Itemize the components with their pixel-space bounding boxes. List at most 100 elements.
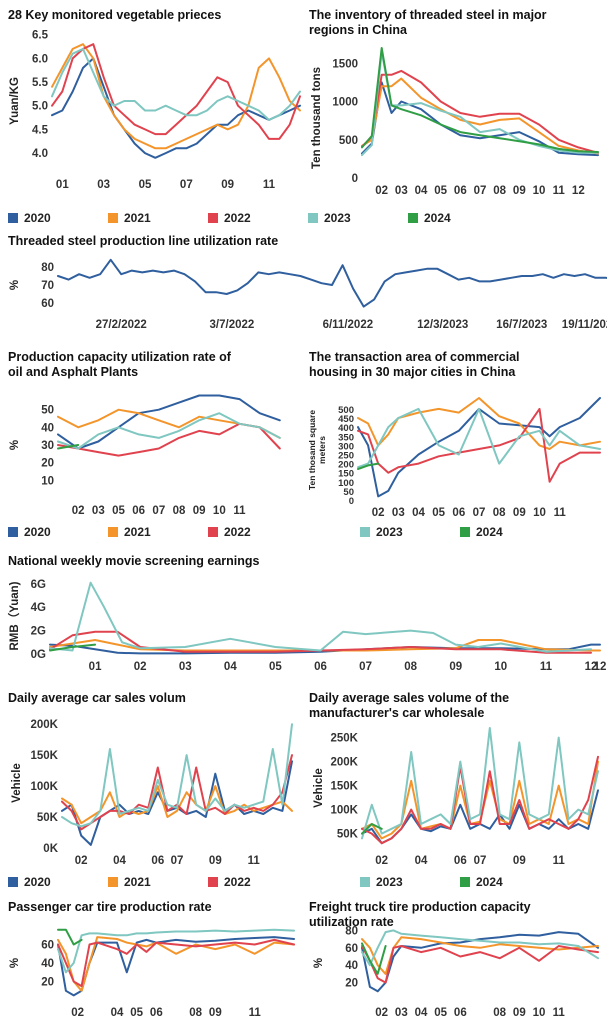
x-tick-label: 11 — [233, 505, 246, 517]
x-tick-label: 27/2/2022 — [96, 319, 147, 331]
x-tick-label: 09 — [513, 507, 526, 519]
legend-label: 2024 — [424, 211, 451, 225]
chart-asphalt: Production capacity utilization rate of o… — [8, 350, 281, 517]
legend-swatch-2020 — [8, 877, 18, 887]
y-tick-label: 50K — [37, 812, 59, 824]
x-tick-label: 09 — [513, 185, 526, 197]
y-axis-label: % — [9, 280, 21, 290]
x-tick-label: 07 — [473, 507, 486, 519]
series-line-2021 — [357, 397, 601, 450]
y-tick-label: 4G — [31, 602, 46, 614]
x-tick-label: 01 — [89, 661, 102, 673]
chart-utilization: Threaded steel production line utilizati… — [8, 234, 607, 331]
series-line-2023 — [361, 50, 599, 157]
y-tick-label: 500 — [339, 135, 358, 147]
x-tick-label: 03 — [179, 661, 192, 673]
chart-passenger_tire: Passenger car tire production rate% 20 40 6… — [8, 900, 295, 1019]
series-line-2022 — [361, 69, 599, 154]
legend-label: 2020 — [24, 211, 51, 225]
y-tick-label: 40 — [41, 958, 54, 970]
series-line-2023 — [57, 412, 281, 450]
x-tick-label: 01 — [56, 179, 69, 191]
series-line-2020 — [357, 397, 601, 498]
x-tick-label: 19/11/2023 — [562, 319, 607, 331]
series-line-2020 — [57, 258, 607, 308]
y-tick-label: 50 — [41, 405, 54, 417]
chart-truck_tire: Freight truck tire production capacity ut… — [309, 900, 599, 1019]
y-tick-label: 50 — [343, 487, 354, 498]
y-tick-label: 1500 — [332, 58, 358, 70]
series-line-2022 — [57, 938, 295, 988]
chart-movie: National weekly movie screening earnings… — [7, 554, 606, 673]
x-tick-label: 11 — [249, 1007, 262, 1019]
y-tick-label: 0G — [31, 649, 46, 661]
y-tick-label: 200 — [338, 460, 354, 471]
x-tick-label: 02 — [375, 1007, 388, 1019]
series-line-2023 — [51, 47, 301, 121]
y-tick-label: 250K — [331, 733, 359, 745]
y-tick-label: 100K — [331, 805, 359, 817]
y-tick-label: 500 — [338, 405, 354, 416]
y-axis-label: % — [313, 958, 325, 968]
legend-label: 2022 — [224, 525, 251, 539]
legend-swatch-2024 — [408, 213, 418, 223]
x-tick-label: 05 — [269, 661, 282, 673]
series-line-2024 — [357, 462, 380, 470]
series-line-2024 — [361, 47, 599, 153]
x-tick-label: 09 — [449, 661, 462, 673]
series-line-2021 — [51, 43, 301, 150]
x-tick-label: 11 — [553, 1007, 566, 1019]
x-tick-label: 06 — [151, 855, 164, 867]
legend-swatch-2023 — [308, 213, 318, 223]
legend-label: 2020 — [24, 525, 51, 539]
x-tick-label: 06 — [132, 505, 145, 517]
chart-housing: The transaction area of commercial housin… — [307, 350, 601, 519]
chart-title: The inventory of threaded steel in major… — [309, 8, 547, 37]
x-tick-label: 12 — [594, 661, 607, 673]
series-line-2020 — [57, 394, 281, 450]
x-tick-label: 08 — [493, 1007, 506, 1019]
series-line-2023 — [357, 407, 601, 469]
x-tick-label: 04 — [415, 185, 428, 197]
x-tick-label: 12 — [585, 661, 598, 673]
x-tick-label: 11 — [263, 179, 276, 191]
y-tick-label: 300 — [338, 441, 354, 452]
x-tick-label: 09 — [193, 505, 206, 517]
y-tick-label: 150K — [31, 750, 59, 762]
y-axis-label: Ten thousand tons — [311, 67, 323, 169]
x-tick-label: 3/7/2022 — [210, 319, 255, 331]
y-tick-label: 5.0 — [32, 101, 48, 113]
y-tick-label: 450 — [338, 414, 354, 425]
x-tick-label: 03 — [395, 185, 408, 197]
series-line-2023 — [361, 929, 599, 967]
series-line-2020 — [361, 931, 599, 993]
legend-row: 2023 2024 — [360, 875, 503, 889]
x-tick-label: 11 — [553, 855, 566, 867]
x-tick-label: 02 — [372, 507, 385, 519]
series-line-2021 — [57, 936, 295, 992]
y-tick-label: 80 — [345, 925, 358, 937]
legend-swatch-2020 — [8, 213, 18, 223]
x-tick-label: 06 — [454, 855, 467, 867]
y-tick-label: 100K — [31, 781, 59, 793]
legend-row: 2020 2021 2022 — [8, 875, 251, 889]
legend-label: 2023 — [324, 211, 351, 225]
y-tick-label: 20 — [41, 458, 54, 470]
y-axis-label: RMB（Yuan) — [7, 581, 21, 650]
y-tick-label: 50K — [337, 829, 359, 841]
x-tick-label: 02 — [375, 185, 388, 197]
x-tick-label: 06 — [454, 1007, 467, 1019]
x-tick-label: 07 — [180, 179, 193, 191]
legend-label: 2020 — [24, 875, 51, 889]
chart-title: Threaded steel production line utilizati… — [8, 234, 278, 248]
y-tick-label: 10 — [41, 475, 54, 487]
x-tick-label: 05 — [434, 185, 447, 197]
x-tick-label: 05 — [434, 1007, 447, 1019]
y-tick-label: 40 — [41, 422, 54, 434]
series-line-2024 — [361, 942, 387, 975]
x-tick-label: 06 — [452, 507, 465, 519]
y-tick-label: 60 — [41, 298, 54, 310]
y-tick-label: 200K — [31, 719, 59, 731]
chart-carsales: Daily average car sales volum Vehicle 0K 50… — [8, 691, 293, 867]
series-line-2022 — [361, 945, 599, 984]
